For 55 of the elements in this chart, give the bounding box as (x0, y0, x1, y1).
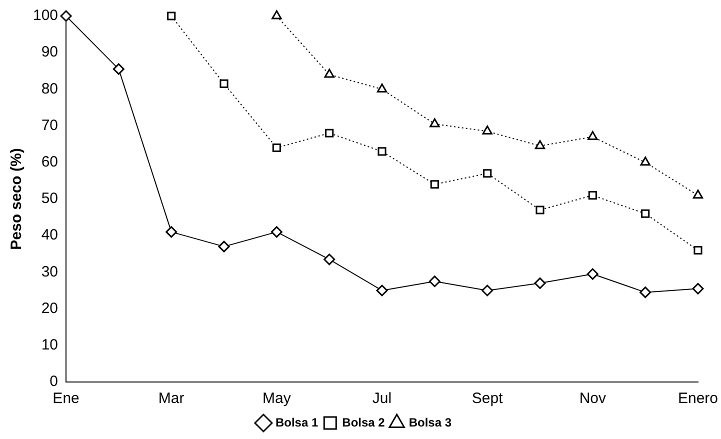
point (378, 147, 386, 156)
y-tick-label: 0 (50, 373, 58, 390)
point (534, 277, 546, 289)
point (430, 180, 439, 189)
point (640, 286, 652, 298)
y-tick-label: 70 (41, 116, 58, 134)
point (640, 156, 650, 166)
y-tick-label: 80 (41, 80, 58, 98)
y-tick-label: 100 (32, 7, 58, 24)
point (692, 282, 704, 294)
x-tick-label: May (262, 390, 292, 408)
point (270, 226, 282, 238)
point (483, 169, 492, 178)
y-tick-label: 30 (41, 263, 58, 280)
y-tick-label: 60 (41, 154, 58, 171)
point (324, 68, 334, 78)
legend-label: Bolsa 3 (408, 415, 452, 430)
y-axis-title: Peso seco (%) (8, 148, 26, 250)
legend-label: Bolsa 1 (275, 415, 318, 430)
y-tick-label: 90 (41, 44, 58, 61)
x-tick-label: Ene (52, 390, 80, 408)
point (324, 254, 336, 266)
y-tick-label: 40 (41, 226, 58, 244)
x-tick-label: Nov (579, 390, 606, 408)
x-tick-label: Sept (472, 390, 504, 408)
point (694, 246, 702, 255)
point (430, 118, 440, 128)
point (536, 206, 544, 214)
point (325, 128, 334, 138)
point (376, 83, 388, 92)
point (60, 10, 72, 22)
y-tick-label: 50 (41, 190, 58, 208)
point (166, 226, 178, 238)
y-tick-label: 10 (41, 336, 58, 354)
point (376, 284, 388, 296)
point (272, 143, 281, 152)
point (428, 276, 440, 288)
x-tick-label: Enero (678, 390, 718, 408)
point (641, 209, 650, 218)
point (482, 284, 494, 296)
x-tick-label: Jul (372, 390, 392, 408)
point (482, 126, 492, 135)
point (272, 10, 282, 20)
point (692, 190, 704, 199)
x-tick-label: Mar (158, 390, 184, 408)
point (167, 12, 176, 20)
point (586, 268, 598, 280)
point (534, 140, 546, 150)
point (218, 240, 230, 252)
legend-label: Bolsa 2 (342, 415, 386, 430)
point (112, 63, 124, 75)
y-tick-label: 20 (41, 300, 58, 317)
point (588, 131, 598, 140)
point (220, 79, 228, 88)
point (588, 191, 597, 200)
